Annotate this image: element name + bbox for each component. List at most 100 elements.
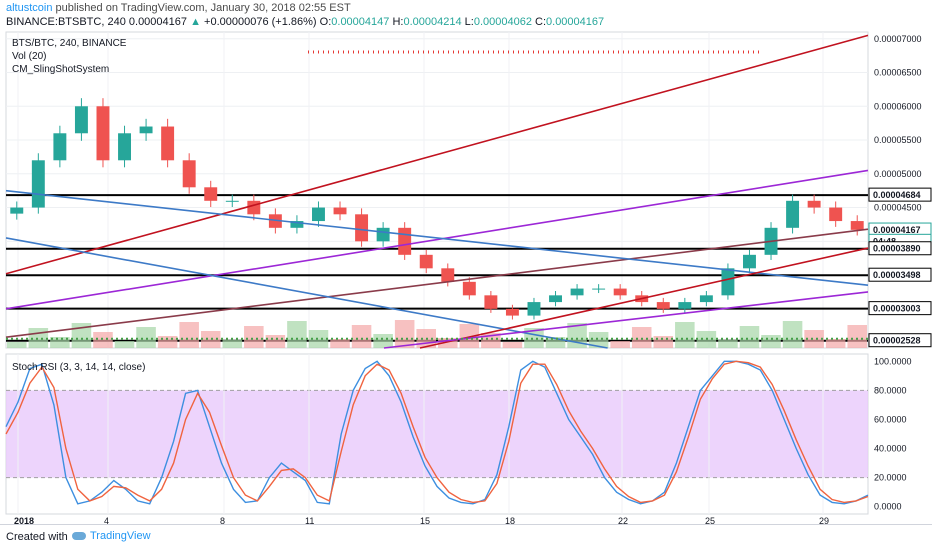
stoch-tick-label: 40.0000 xyxy=(874,444,907,454)
candle-body xyxy=(613,288,627,296)
volume-bar xyxy=(631,327,652,348)
tradingview-brand: TradingView xyxy=(90,530,151,542)
brown-trendline xyxy=(5,228,869,338)
price-label-box: 0.00004684 xyxy=(868,187,932,202)
created-with-label: Created with xyxy=(6,531,68,543)
candle-body xyxy=(161,126,175,161)
price-tick-label: 0.00006000 xyxy=(874,101,922,111)
stoch-legend: Stoch RSI (3, 3, 14, 14, close) xyxy=(12,362,145,373)
candle-body xyxy=(312,207,325,222)
volume-bar xyxy=(739,326,760,348)
stoch-tick-label: 20.0000 xyxy=(874,473,907,483)
price-label-bg xyxy=(868,333,932,348)
candle-body xyxy=(268,214,282,228)
price-label-bg xyxy=(868,267,932,282)
purple-trendline-upper xyxy=(5,169,869,310)
candle-body xyxy=(398,227,412,255)
open-label: O: xyxy=(319,16,332,28)
price-tick-label: 0.00005500 xyxy=(874,135,922,145)
price-label-box: 0.00003890 xyxy=(868,241,932,256)
stoch-d-line xyxy=(5,360,869,504)
close-label: C: xyxy=(535,16,547,28)
volume-bar xyxy=(675,322,695,348)
low-value: 0.00004062 xyxy=(473,16,532,28)
price-label-bg xyxy=(868,241,932,256)
chart-canvas[interactable]: 0.00007000 0.00006500 0.00006000 0.00005500… xyxy=(0,30,932,524)
volume-bar xyxy=(200,331,221,348)
candle-body xyxy=(592,288,606,290)
volume-bar xyxy=(459,324,480,348)
candle-body xyxy=(53,133,67,161)
candle-body xyxy=(721,268,735,296)
candle-body xyxy=(549,295,562,303)
candle-body xyxy=(462,281,476,296)
volume-bar xyxy=(222,340,243,348)
price-label-box: 0.00003498 xyxy=(868,267,932,282)
red-trendline-lower xyxy=(419,247,869,349)
price-label-text: 0.00004684 xyxy=(873,190,921,200)
symbol-label: BINANCE:BTSBTC, 240 xyxy=(6,16,126,28)
tradingview-logo[interactable]: TradingView xyxy=(72,530,151,542)
volume-bar xyxy=(588,332,609,348)
stoch-tick-label: 80.0000 xyxy=(874,385,907,395)
candle-body xyxy=(74,106,88,134)
volume-bar xyxy=(373,334,393,348)
volume-bar xyxy=(782,321,803,348)
volume-bar xyxy=(330,339,350,348)
candle-body xyxy=(419,254,433,269)
open-value: 0.00004147 xyxy=(331,16,390,28)
price-label-text: 0.00003003 xyxy=(873,304,921,314)
volume-bar xyxy=(308,330,329,348)
footer-bar: Created with TradingView xyxy=(0,524,932,551)
candle-body xyxy=(678,302,692,309)
last-price: 0.00004167 xyxy=(128,16,188,28)
candle-body xyxy=(570,288,584,296)
volume-bar xyxy=(179,322,199,348)
candle-body xyxy=(225,200,239,202)
volume-bar xyxy=(136,327,156,348)
stoch-rsi-pane[interactable] xyxy=(5,353,869,515)
price-label-text: 0.00002528 xyxy=(873,336,921,346)
price-axis: 0.00007000 0.00006500 0.00006000 0.00005500… xyxy=(14,34,932,524)
high-label: H: xyxy=(392,16,404,28)
volume-bar xyxy=(438,338,458,348)
candle-body xyxy=(743,254,756,269)
tradingview-cloud-icon xyxy=(72,532,86,541)
candle-body xyxy=(656,302,670,309)
candle-body xyxy=(786,200,800,228)
price-pane-frame xyxy=(5,31,869,349)
candle-body xyxy=(333,207,347,215)
volume-bar xyxy=(7,342,27,348)
candle-body xyxy=(699,295,713,303)
author-link[interactable]: altustcoin xyxy=(6,2,53,14)
candle-body xyxy=(96,106,110,161)
candle-body xyxy=(182,160,196,188)
candle-body xyxy=(850,221,864,230)
price-label-text: 0.00003498 xyxy=(873,270,921,280)
stoch-overbought-band xyxy=(6,390,868,478)
volume-bar xyxy=(545,337,566,348)
candle-body xyxy=(204,187,218,201)
price-label-bg xyxy=(868,187,932,202)
up-arrow-icon: ▲ xyxy=(190,16,201,28)
candle-body xyxy=(807,200,821,208)
candle-body xyxy=(527,302,541,316)
low-label: L: xyxy=(464,16,474,28)
time-tick-label: 15 xyxy=(420,516,430,524)
time-tick-label: 2018 xyxy=(14,516,34,524)
volume-bar xyxy=(114,341,135,348)
stoch-tick-label: 100.0000 xyxy=(874,356,912,366)
candle-body xyxy=(10,207,24,214)
volume-bar xyxy=(265,335,286,348)
price-pane[interactable] xyxy=(5,31,869,349)
time-tick-label: 22 xyxy=(618,516,628,524)
price-label-box: 0.00002528 xyxy=(868,333,932,348)
price-tick-label: 0.00005000 xyxy=(874,169,922,179)
indicator-legend: CM_SlingShotSystem xyxy=(12,64,109,75)
volume-bar xyxy=(761,335,781,348)
time-tick-label: 18 xyxy=(505,516,515,524)
volume-bar xyxy=(287,321,307,348)
volume-bar xyxy=(718,340,738,348)
symbol-line: BINANCE:BTSBTC, 240 0.00004167 ▲ +0.0000… xyxy=(6,16,604,28)
chart-header: altustcoin published on TradingView.com,… xyxy=(0,0,932,32)
